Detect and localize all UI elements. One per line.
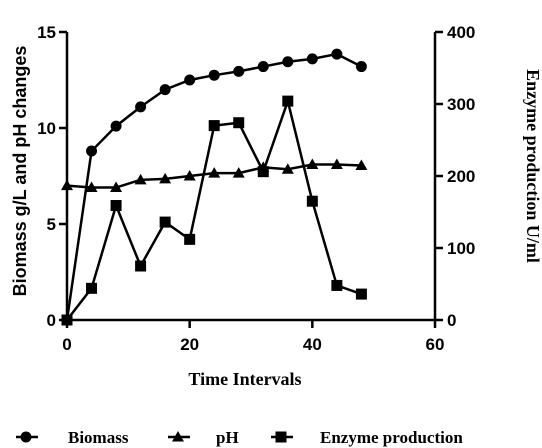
x-tick-label: 60 bbox=[426, 335, 445, 354]
data-point bbox=[184, 233, 196, 245]
legend-label: pH bbox=[216, 428, 239, 447]
data-point bbox=[232, 167, 245, 178]
data-point bbox=[110, 181, 123, 193]
data-point bbox=[159, 216, 171, 228]
data-point bbox=[233, 117, 245, 129]
legend-label: Enzyme production bbox=[320, 428, 463, 447]
data-point bbox=[330, 158, 343, 169]
data-point bbox=[86, 145, 98, 157]
data-point bbox=[110, 200, 122, 212]
x-tick-label: 20 bbox=[180, 335, 199, 354]
data-point bbox=[110, 120, 122, 132]
data-point bbox=[135, 101, 147, 113]
legend-item-ph: pH bbox=[168, 428, 239, 447]
data-point bbox=[184, 74, 196, 86]
legend-marker bbox=[275, 431, 287, 443]
data-point bbox=[257, 166, 269, 178]
data-point bbox=[159, 84, 171, 96]
legend-item-enzyme-production: Enzyme production bbox=[271, 428, 463, 447]
data-point bbox=[257, 61, 269, 73]
data-point bbox=[208, 167, 221, 178]
left-y-tick-label: 15 bbox=[37, 23, 56, 42]
legend: Biomass pH Enzyme production bbox=[16, 428, 463, 447]
data-point bbox=[61, 179, 73, 191]
right-y-tick-label: 100 bbox=[447, 239, 475, 258]
data-point bbox=[86, 282, 98, 294]
data-point bbox=[281, 163, 294, 174]
right-y-axis-title: Enzyme production U/ml bbox=[523, 69, 542, 263]
right-y-tick-label: 0 bbox=[447, 311, 456, 330]
data-point bbox=[355, 61, 367, 73]
data-point bbox=[183, 170, 196, 181]
series-ph bbox=[61, 158, 368, 193]
series-layer bbox=[61, 48, 368, 326]
data-point bbox=[159, 172, 172, 184]
axes-group: 0 5 10 15 0 100 200 300 400 0 20 40 60 Time Intervals… bbox=[10, 23, 542, 389]
data-point bbox=[355, 159, 368, 170]
data-point bbox=[134, 173, 147, 185]
data-point bbox=[208, 69, 220, 81]
left-y-tick-label: 5 bbox=[47, 215, 56, 234]
left-y-tick-label: 10 bbox=[37, 119, 56, 138]
data-point bbox=[208, 120, 220, 132]
data-point bbox=[135, 260, 147, 272]
data-point bbox=[306, 53, 318, 65]
data-point bbox=[355, 288, 367, 300]
right-y-tick-label: 300 bbox=[447, 95, 475, 114]
left-y-tick-label: 0 bbox=[47, 311, 56, 330]
data-point bbox=[282, 95, 294, 107]
data-point bbox=[331, 279, 343, 291]
x-axis-title: Time Intervals bbox=[188, 369, 301, 389]
legend-marker bbox=[20, 431, 32, 443]
legend-item-biomass: Biomass bbox=[16, 428, 129, 447]
x-tick-label: 0 bbox=[62, 335, 71, 354]
data-point bbox=[306, 195, 318, 207]
legend-label: Biomass bbox=[68, 428, 129, 447]
x-tick-label: 40 bbox=[303, 335, 322, 354]
data-point bbox=[85, 181, 98, 193]
legend-marker bbox=[172, 431, 184, 442]
data-point bbox=[331, 48, 343, 60]
data-point bbox=[61, 314, 73, 326]
series-enzyme-production bbox=[61, 95, 367, 326]
data-point bbox=[282, 56, 294, 68]
right-y-tick-label: 400 bbox=[447, 23, 475, 42]
right-y-tick-label: 200 bbox=[447, 167, 475, 186]
left-y-axis-title: Biomass g/L and pH changes bbox=[10, 46, 30, 297]
data-point bbox=[306, 158, 319, 169]
data-point bbox=[233, 65, 245, 77]
